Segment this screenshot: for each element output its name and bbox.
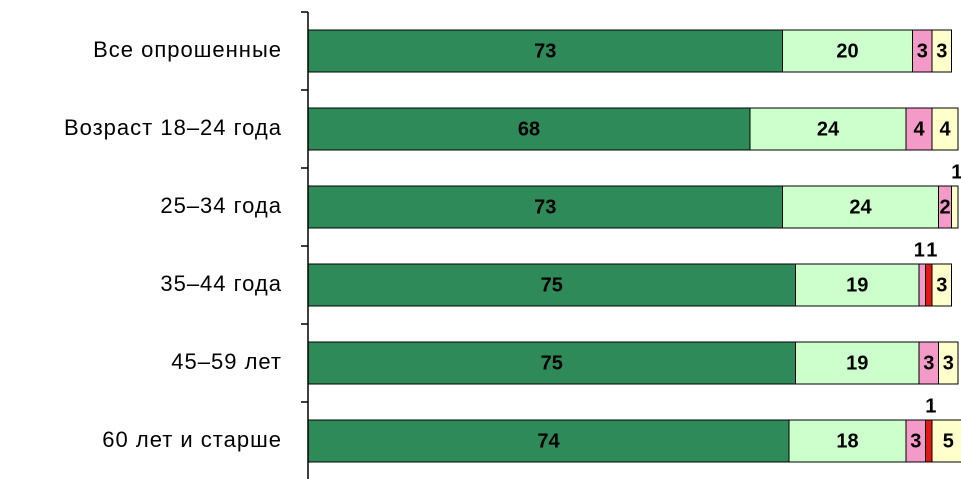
value-label: 3 xyxy=(910,430,921,452)
value-label: 4 xyxy=(913,118,925,140)
value-label: 4 xyxy=(939,118,951,140)
value-label: 19 xyxy=(846,274,868,296)
bar-segment xyxy=(951,185,959,229)
category-label: 35–44 года xyxy=(160,271,282,296)
value-label: 73 xyxy=(534,196,556,218)
category-label: 45–59 лет xyxy=(171,349,282,374)
value-label: 20 xyxy=(836,40,858,62)
bar-segment xyxy=(925,419,933,463)
value-label: 1 xyxy=(914,239,925,261)
value-label: 3 xyxy=(943,352,954,374)
bar-segment xyxy=(307,341,796,385)
value-label: 68 xyxy=(518,118,540,140)
bar-segment xyxy=(931,107,959,151)
value-label: 74 xyxy=(537,430,560,452)
value-label: 18 xyxy=(836,430,858,452)
value-label: 24 xyxy=(849,196,872,218)
value-label: 3 xyxy=(936,40,947,62)
bar-segment xyxy=(931,29,952,73)
bar-segment xyxy=(795,263,920,307)
bar-segment xyxy=(307,419,790,463)
category-label: Возраст 18–24 года xyxy=(64,115,282,140)
value-label: 1 xyxy=(926,239,937,261)
bar-segment xyxy=(918,263,926,307)
bar-segment xyxy=(749,107,907,151)
value-label: 24 xyxy=(817,118,840,140)
value-label: 1 xyxy=(951,161,961,183)
value-label: 73 xyxy=(534,40,556,62)
category-label: Все опрошенные xyxy=(93,37,282,62)
bar-segment xyxy=(307,29,783,73)
bar-segment xyxy=(307,185,783,229)
value-label: 5 xyxy=(943,430,954,452)
bar-segment xyxy=(795,341,920,385)
value-label: 1 xyxy=(925,395,936,417)
bar-segment xyxy=(782,29,913,73)
value-label: 75 xyxy=(541,274,563,296)
bar-segment xyxy=(931,419,961,463)
value-label: 3 xyxy=(923,352,934,374)
bar-segment xyxy=(782,185,939,229)
value-label: 2 xyxy=(939,196,950,218)
bar-segment xyxy=(931,263,952,307)
value-label: 3 xyxy=(917,40,928,62)
bar-segment xyxy=(938,341,959,385)
bar-segment xyxy=(925,263,933,307)
category-label: 60 лет и старше xyxy=(102,427,282,452)
value-label: 3 xyxy=(936,274,947,296)
value-label: 19 xyxy=(846,352,868,374)
value-label: 75 xyxy=(541,352,563,374)
bar-segment xyxy=(905,107,933,151)
category-label: 25–34 года xyxy=(160,193,282,218)
bar-segment xyxy=(788,419,907,463)
